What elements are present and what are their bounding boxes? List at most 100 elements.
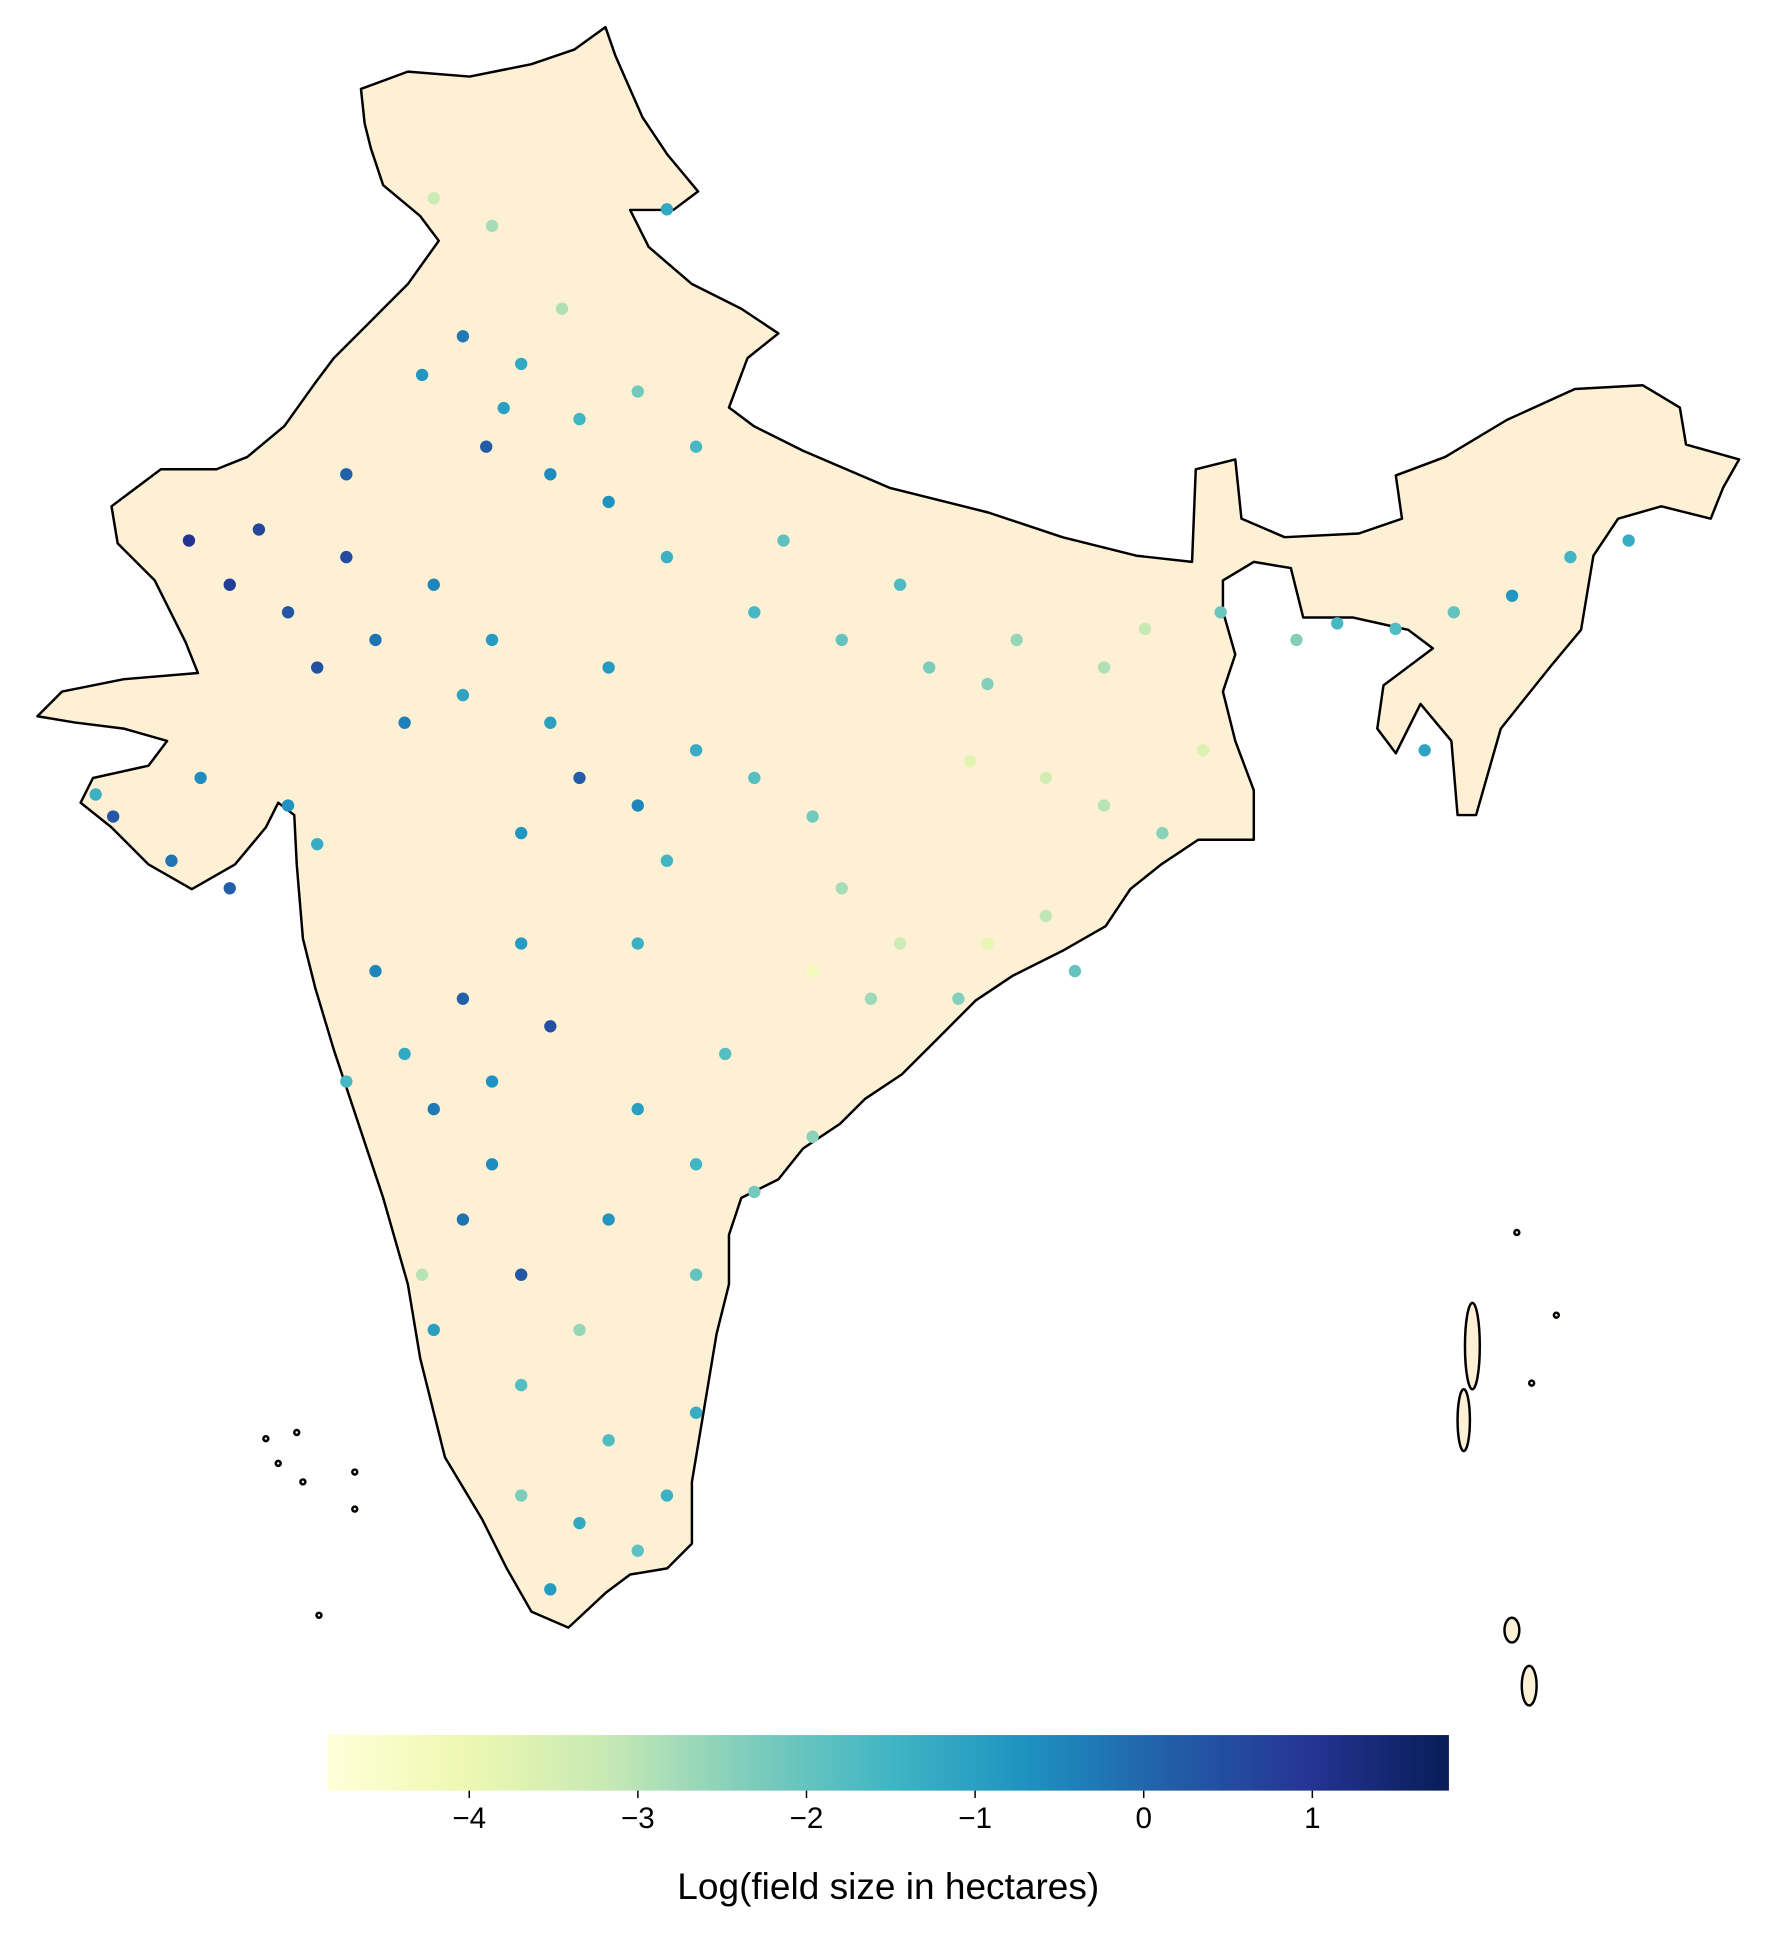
data-point bbox=[631, 1102, 644, 1116]
data-point bbox=[806, 1130, 819, 1143]
data-point bbox=[660, 1489, 674, 1502]
data-point bbox=[544, 1020, 557, 1033]
data-point bbox=[311, 661, 324, 674]
data-point bbox=[544, 716, 557, 729]
data-point bbox=[427, 1323, 440, 1337]
data-point bbox=[515, 1268, 528, 1281]
data-point bbox=[165, 854, 178, 867]
data-point bbox=[748, 771, 761, 785]
colorbar-tick-label: −2 bbox=[790, 1802, 824, 1835]
data-point bbox=[719, 1047, 732, 1061]
data-point bbox=[497, 401, 510, 415]
data-point bbox=[1622, 534, 1635, 547]
data-point bbox=[806, 964, 819, 978]
data-point bbox=[223, 882, 236, 895]
data-point bbox=[1447, 606, 1460, 619]
data-point bbox=[864, 992, 878, 1005]
data-point bbox=[1564, 550, 1577, 564]
data-point bbox=[1097, 661, 1111, 674]
data-point bbox=[415, 1268, 429, 1281]
data-point bbox=[515, 826, 528, 840]
data-point bbox=[631, 799, 644, 812]
data-point bbox=[281, 799, 295, 812]
data-point bbox=[660, 854, 674, 867]
data-point bbox=[660, 550, 674, 564]
data-point bbox=[485, 219, 499, 233]
data-point bbox=[415, 368, 429, 382]
data-point bbox=[1505, 589, 1519, 602]
data-point bbox=[573, 1516, 586, 1530]
data-point bbox=[631, 937, 644, 950]
data-point bbox=[573, 412, 586, 426]
data-point bbox=[311, 837, 324, 851]
data-point bbox=[952, 992, 965, 1005]
data-point bbox=[340, 550, 353, 564]
data-point bbox=[1039, 909, 1052, 923]
data-point bbox=[107, 810, 120, 823]
data-point bbox=[398, 716, 411, 729]
data-point bbox=[1010, 633, 1023, 647]
colorbar: −4 −3 −2 −1 0 1 bbox=[327, 1735, 1449, 1835]
data-point bbox=[515, 1378, 528, 1392]
data-point bbox=[573, 1323, 586, 1337]
data-point bbox=[456, 330, 470, 343]
data-point bbox=[427, 1102, 440, 1116]
colorbar-tick-label: 1 bbox=[1304, 1802, 1320, 1835]
data-point bbox=[369, 964, 382, 978]
data-point bbox=[923, 661, 936, 674]
data-point bbox=[281, 606, 295, 619]
data-point bbox=[252, 523, 266, 536]
data-point bbox=[555, 302, 569, 315]
data-point bbox=[485, 633, 499, 647]
data-point bbox=[1418, 744, 1431, 757]
data-point bbox=[1389, 622, 1402, 636]
data-point bbox=[689, 440, 703, 453]
data-point bbox=[602, 661, 615, 674]
data-point bbox=[182, 534, 196, 547]
data-point bbox=[602, 1213, 615, 1226]
data-point bbox=[369, 633, 382, 647]
data-point bbox=[398, 1047, 411, 1061]
data-point bbox=[1039, 771, 1052, 785]
data-point bbox=[456, 688, 470, 702]
islands bbox=[262, 1228, 1561, 1707]
data-point bbox=[748, 606, 761, 619]
data-point bbox=[194, 771, 207, 785]
colorbar-tick-label: −1 bbox=[958, 1802, 992, 1835]
points bbox=[89, 192, 1635, 1596]
data-point bbox=[340, 468, 353, 481]
data-point bbox=[631, 1544, 644, 1557]
data-point bbox=[1068, 964, 1082, 978]
data-point bbox=[1138, 622, 1152, 636]
colorbar-label: Log(field size in hectares) bbox=[677, 1865, 1099, 1907]
data-point bbox=[689, 1268, 703, 1281]
colorbar-tick-label: −4 bbox=[452, 1802, 486, 1835]
data-point bbox=[602, 1434, 615, 1447]
data-point bbox=[515, 357, 528, 371]
data-point bbox=[544, 1583, 557, 1596]
data-point bbox=[689, 1406, 703, 1419]
data-point bbox=[689, 744, 703, 757]
data-point bbox=[515, 937, 528, 950]
data-point bbox=[456, 1213, 470, 1226]
data-point bbox=[835, 882, 848, 895]
data-point bbox=[1097, 799, 1111, 812]
data-point bbox=[223, 578, 236, 591]
data-point bbox=[1290, 633, 1303, 647]
data-point bbox=[515, 1489, 528, 1502]
data-point bbox=[427, 192, 440, 205]
colorbar-tick-label: 0 bbox=[1135, 1802, 1151, 1835]
data-point bbox=[981, 937, 994, 950]
data-point bbox=[544, 468, 557, 481]
data-point bbox=[963, 755, 977, 768]
data-point bbox=[485, 1158, 499, 1171]
data-point bbox=[602, 495, 615, 509]
data-point bbox=[340, 1075, 353, 1088]
data-point bbox=[893, 578, 907, 591]
data-point bbox=[480, 440, 493, 453]
data-point bbox=[1214, 606, 1227, 619]
data-point bbox=[748, 1185, 761, 1199]
data-point bbox=[485, 1075, 499, 1088]
